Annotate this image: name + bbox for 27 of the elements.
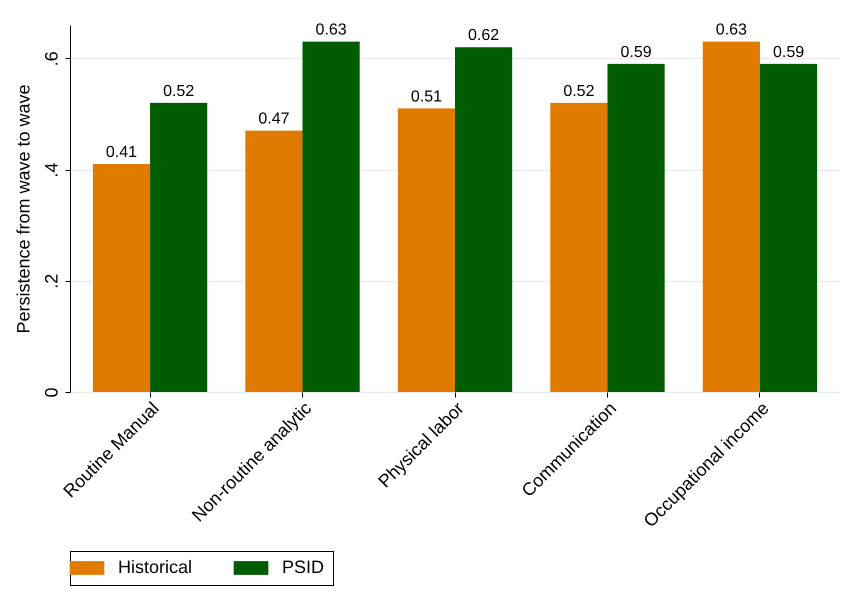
data-label: 0.62 — [468, 27, 500, 44]
data-label: 0.63 — [716, 22, 748, 39]
bar — [245, 130, 303, 392]
bar — [398, 108, 455, 392]
data-label: 0.63 — [316, 22, 347, 39]
bar — [455, 47, 512, 392]
data-label: 0.51 — [410, 88, 442, 106]
y-tick-label: .6 — [42, 51, 62, 66]
y-tick-label: 0 — [42, 387, 62, 398]
data-label: 0.59 — [772, 44, 804, 61]
data-label: 0.59 — [620, 44, 652, 61]
data-label: 0.52 — [563, 82, 595, 100]
y-tick-label: .4 — [42, 162, 62, 178]
bar — [302, 42, 360, 392]
data-label: 0.41 — [106, 144, 138, 162]
bar — [92, 164, 150, 392]
bar — [607, 64, 665, 392]
bar — [702, 42, 760, 392]
data-label: 0.47 — [258, 110, 290, 128]
data-label: 0.52 — [163, 82, 194, 100]
y-tick-label: .2 — [42, 274, 62, 289]
bar — [550, 102, 608, 392]
bar — [150, 102, 208, 392]
legend-label: Historical — [118, 557, 192, 577]
legend-label: PSID — [282, 557, 324, 577]
y-axis-title: Persistence from wave to wave — [14, 84, 34, 334]
bar — [760, 64, 818, 392]
